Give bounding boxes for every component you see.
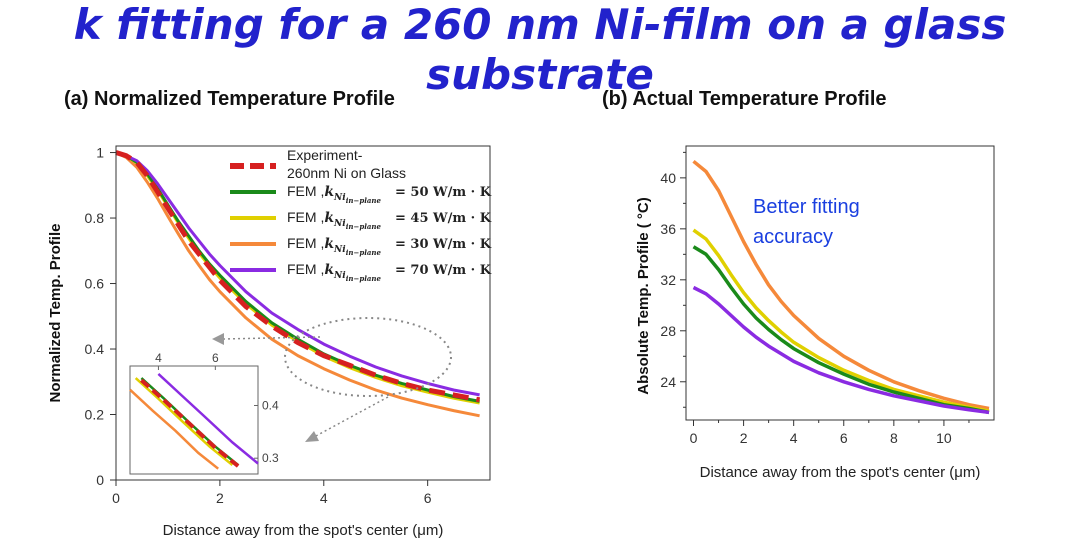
legend-prefix: FEM , <box>287 209 324 225</box>
legend-label-experiment-1: Experiment- <box>287 147 363 163</box>
chart-a-ytick-label: 0.4 <box>85 341 105 357</box>
chart-a-xlabel: Distance away from the spot's center (μm… <box>163 522 444 539</box>
inset-ytick-label: 0.3 <box>262 451 279 465</box>
chart-a-ytick-label: 0.2 <box>85 407 105 423</box>
chart-b-ytick-label: 24 <box>660 374 676 390</box>
legend-k-subsubscript: in−plane <box>346 248 382 257</box>
chart-b-series-line-3 <box>692 285 990 415</box>
chart-b-ytick-label: 28 <box>660 323 676 339</box>
chart-b-xtick-label: 10 <box>936 430 952 446</box>
chart-a-xtick-label: 0 <box>112 490 120 506</box>
zoom-arrowhead-upper <box>212 333 224 345</box>
slide-title: k fitting for a 260 nm Ni-film on a glas… <box>73 0 1007 99</box>
chart-a-ylabel: Normalized Temp. Profile <box>47 224 64 403</box>
chart-b-ytick-label: 40 <box>660 170 676 186</box>
chart-a-xtick-label: 6 <box>424 490 432 506</box>
legend-k-subsubscript: in−plane <box>346 196 382 205</box>
chart-b-series-line-2 <box>692 245 990 415</box>
chart-a-series-line-0 <box>115 150 481 403</box>
chart-b-xlabel: Distance away from the spot's center (μm… <box>700 464 981 481</box>
legend-k-subscript: Ni <box>333 219 346 229</box>
legend-label: FEM ,kNiin−plane = 45 W/m · K <box>287 209 492 231</box>
legend-k-value: = 45 W/m · K <box>395 211 492 226</box>
legend-label: FEM ,kNiin−plane = 70 W/m · K <box>287 261 492 283</box>
zoom-region-ellipse <box>284 317 452 397</box>
chart-b-annotation-line1: Better fitting <box>753 196 860 218</box>
legend-entry-fem-2: FEM ,kNiin−plane = 30 W/m · K <box>230 235 492 257</box>
legend-k-symbol: k <box>324 184 334 200</box>
chart-a-xtick-label: 4 <box>320 490 328 506</box>
chart-a-ytick-label: 0 <box>96 472 104 488</box>
chart-b-annotation-line2: accuracy <box>753 226 833 248</box>
legend-k-subscript: Ni <box>333 271 346 281</box>
legend-k-subscript: Ni <box>333 245 346 255</box>
chart-a-plot-frame <box>115 145 491 481</box>
chart-b-ytick-label: 36 <box>660 221 676 237</box>
legend-k-subsubscript: in−plane <box>346 274 382 283</box>
chart-b-xtick-label: 0 <box>690 430 698 446</box>
chart-b-ytick-label: 32 <box>660 272 676 288</box>
panel-b-title: (b) Actual Temperature Profile <box>602 88 887 110</box>
legend-entry-fem-3: FEM ,kNiin−plane = 70 W/m · K <box>230 261 492 283</box>
chart-b-ylabel: Absolute Temp. Profile ( °C) <box>635 197 652 394</box>
chart-b-xtick-label: 4 <box>790 430 798 446</box>
legend-entry-fem-0: FEM ,kNiin−plane = 50 W/m · K <box>230 183 492 205</box>
legend-k-subsubscript: in−plane <box>346 222 382 231</box>
legend-prefix: FEM , <box>287 261 324 277</box>
legend-k-symbol: k <box>324 236 334 252</box>
legend-k-value: = 70 W/m · K <box>395 263 492 278</box>
panel-a-title: (a) Normalized Temperature Profile <box>64 88 395 110</box>
chart-a-xtick-label: 2 <box>216 490 224 506</box>
zoom-arrowhead-lower <box>305 431 319 442</box>
legend-k-value: = 50 W/m · K <box>395 185 492 200</box>
zoom-arrow-lower <box>313 396 389 438</box>
chart-b-plot-frame <box>685 145 995 421</box>
inset-xtick-label: 4 <box>155 351 162 365</box>
chart-a-series-line-4 <box>115 151 480 397</box>
legend-k-symbol: k <box>324 210 334 226</box>
inset-xtick-label: 6 <box>212 351 219 365</box>
chart-a-ytick-label: 1 <box>96 145 104 161</box>
legend-label-experiment-2: 260nm Ni on Glass <box>287 165 406 181</box>
chart-a-ytick-label: 0.8 <box>85 210 105 226</box>
legend-k-symbol: k <box>324 262 334 278</box>
legend-label: FEM ,kNiin−plane = 50 W/m · K <box>287 183 492 205</box>
legend-prefix: FEM , <box>287 235 324 251</box>
inset-series-line-4 <box>157 372 259 465</box>
legend-prefix: FEM , <box>287 183 324 199</box>
inset-frame <box>129 365 259 475</box>
zoom-arrow-upper <box>221 336 321 340</box>
legend-label: FEM ,kNiin−plane = 30 W/m · K <box>287 235 492 257</box>
chart-b-series-line-1 <box>692 228 990 413</box>
chart-a-legend: Experiment- 260nm Ni on Glass FEM ,kNiin… <box>230 147 492 283</box>
legend-k-value: = 30 W/m · K <box>395 237 492 252</box>
legend-entry-fem-1: FEM ,kNiin−plane = 45 W/m · K <box>230 209 492 231</box>
chart-b-xtick-label: 6 <box>840 430 848 446</box>
chart-a-series-line-3 <box>115 151 480 418</box>
chart-b-xtick-label: 8 <box>890 430 898 446</box>
chart-b-xtick-label: 2 <box>740 430 748 446</box>
inset-series-line-0 <box>140 378 240 468</box>
legend-k-subscript: Ni <box>333 193 346 203</box>
chart-a-inset: 4 6 0.4 0.3 <box>129 351 279 475</box>
chart-a: 0 2 4 6 0 0.2 0.4 0.6 0.8 1 Normalized Temp. Prof… <box>47 145 492 539</box>
inset-series-line-3 <box>129 388 219 470</box>
chart-a-ytick-label: 0.6 <box>85 276 105 292</box>
chart-a-series-group <box>115 150 481 418</box>
inset-ytick-label: 0.4 <box>262 399 279 413</box>
chart-b-series-group <box>692 159 990 415</box>
chart-b-series-line-0 <box>692 159 990 411</box>
inset-series-line-2 <box>134 377 234 466</box>
